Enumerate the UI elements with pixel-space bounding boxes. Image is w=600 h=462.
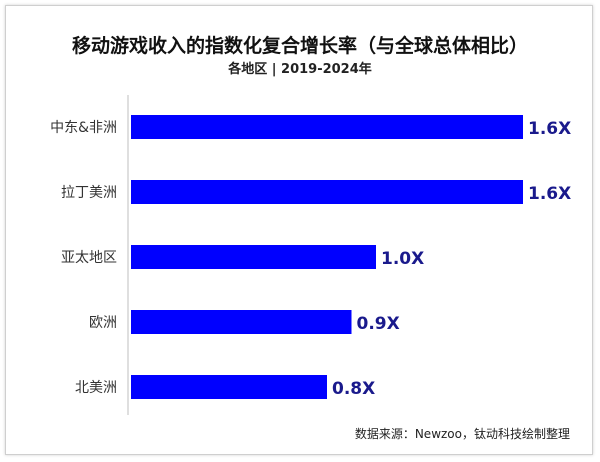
data-label: 0.9X [357,314,400,334]
data-label: 0.8X [332,379,375,399]
category-label: 中东&非洲 [50,120,117,136]
data-label: 1.0X [381,249,424,269]
bar [131,115,523,139]
category-label: 亚太地区 [61,250,117,266]
category-label: 拉丁美洲 [61,185,117,201]
bar [131,375,327,399]
chart-title: 移动游戏收入的指数化复合增长率（与全球总体相比） [71,35,528,57]
source-note: 数据来源：Newzoo，钛动科技绘制整理 [354,427,570,441]
data-label: 1.6X [528,119,571,139]
bar [131,245,376,269]
bar [131,180,523,204]
bar [131,310,352,334]
category-label: 欧洲 [89,315,117,331]
category-label: 北美洲 [75,380,117,396]
data-label: 1.6X [528,184,571,204]
chart-subtitle: 各地区 | 2019-2024年 [228,62,372,77]
